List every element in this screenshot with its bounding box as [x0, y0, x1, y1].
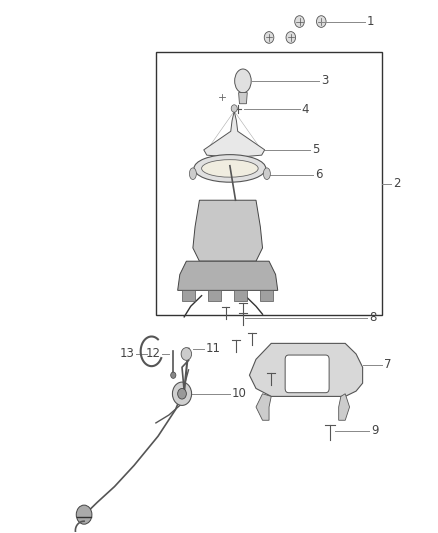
- Circle shape: [181, 348, 191, 360]
- Bar: [182, 290, 195, 301]
- Circle shape: [317, 15, 326, 27]
- Bar: [208, 290, 221, 301]
- Circle shape: [264, 31, 274, 43]
- Circle shape: [295, 15, 304, 27]
- Text: 4: 4: [302, 102, 309, 116]
- Text: 7: 7: [385, 358, 392, 371]
- Ellipse shape: [201, 160, 258, 177]
- Polygon shape: [204, 111, 265, 157]
- Text: 13: 13: [119, 348, 134, 360]
- Circle shape: [76, 505, 92, 524]
- Text: 2: 2: [393, 177, 401, 190]
- Text: 11: 11: [206, 342, 221, 355]
- Circle shape: [286, 31, 296, 43]
- Ellipse shape: [189, 168, 196, 180]
- Text: 12: 12: [145, 348, 160, 360]
- Text: 8: 8: [369, 311, 377, 325]
- Ellipse shape: [263, 168, 270, 180]
- Bar: [260, 290, 273, 301]
- Text: 5: 5: [313, 143, 320, 156]
- Text: 1: 1: [367, 15, 374, 28]
- Circle shape: [171, 372, 176, 378]
- Ellipse shape: [235, 69, 251, 93]
- Ellipse shape: [194, 155, 266, 182]
- Text: 3: 3: [321, 75, 328, 87]
- Polygon shape: [178, 261, 278, 290]
- Polygon shape: [239, 93, 247, 104]
- Bar: [234, 290, 247, 301]
- Circle shape: [173, 382, 191, 406]
- Circle shape: [178, 389, 186, 399]
- Polygon shape: [193, 200, 262, 261]
- Polygon shape: [256, 394, 271, 420]
- Text: 9: 9: [371, 424, 379, 438]
- FancyBboxPatch shape: [285, 355, 329, 393]
- Text: 6: 6: [315, 168, 322, 181]
- Bar: [156, 52, 382, 316]
- Polygon shape: [339, 394, 350, 420]
- Circle shape: [231, 105, 237, 112]
- Polygon shape: [250, 343, 363, 397]
- Text: 10: 10: [232, 387, 247, 400]
